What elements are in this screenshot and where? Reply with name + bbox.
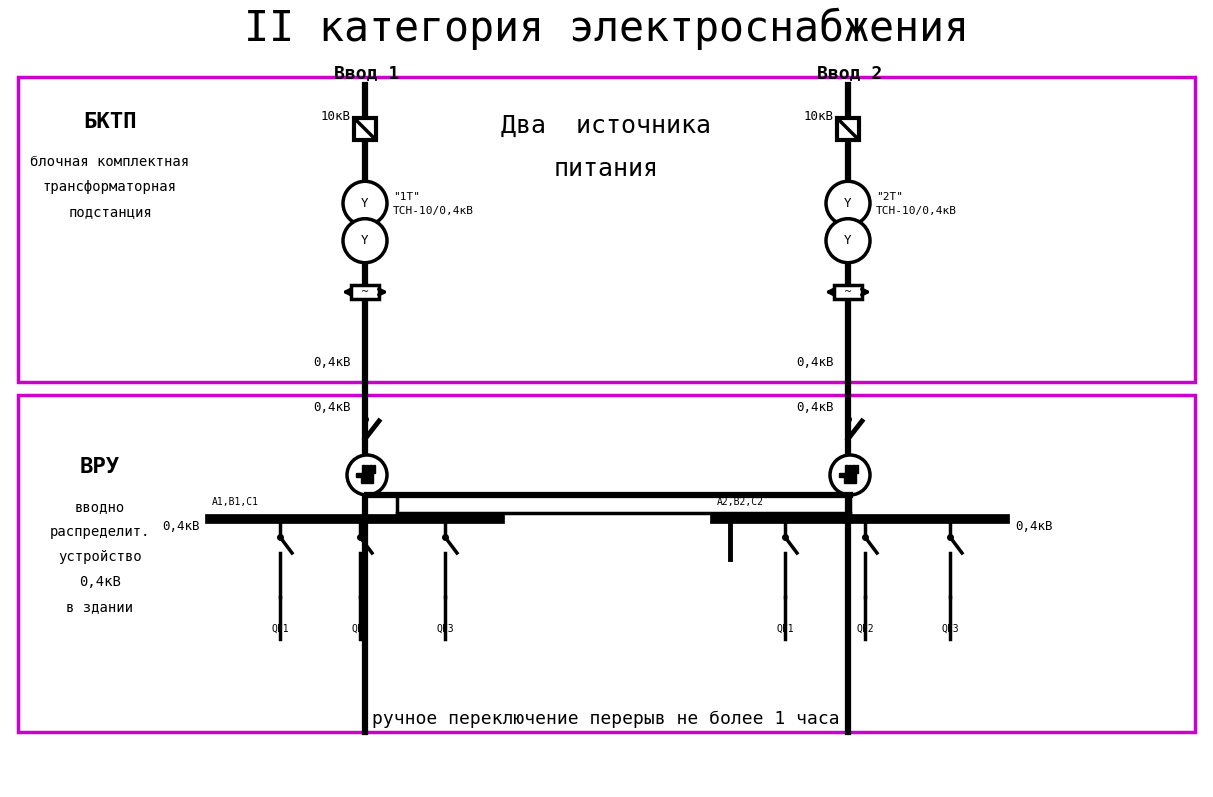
- Bar: [839, 473, 844, 477]
- Text: Y: Y: [844, 197, 852, 210]
- Circle shape: [830, 455, 870, 495]
- Circle shape: [343, 181, 387, 226]
- Text: QF1: QF1: [776, 624, 793, 634]
- Text: 0,4кВ: 0,4кВ: [1015, 520, 1053, 533]
- Bar: [837, 118, 859, 140]
- Text: А2,В2,С2: А2,В2,С2: [717, 497, 764, 507]
- Circle shape: [347, 455, 387, 495]
- Bar: [835, 285, 862, 299]
- Text: ~: ~: [844, 287, 852, 297]
- Bar: [844, 473, 856, 483]
- Text: "1Т"
ТСН-10/0,4кВ: "1Т" ТСН-10/0,4кВ: [393, 191, 474, 217]
- Text: Ввод 1: Ввод 1: [335, 64, 399, 82]
- Text: Y: Y: [361, 197, 369, 210]
- Bar: [365, 465, 368, 473]
- Bar: [361, 465, 364, 473]
- Bar: [855, 465, 858, 473]
- Text: Y: Y: [361, 234, 369, 247]
- Text: 10кВ: 10кВ: [321, 109, 351, 123]
- Text: "2Т"
ТСН-10/0,4кВ: "2Т" ТСН-10/0,4кВ: [876, 191, 957, 217]
- Bar: [849, 465, 852, 473]
- Text: QF2: QF2: [856, 624, 873, 634]
- Text: Ввод 2: Ввод 2: [818, 64, 883, 82]
- Text: вводно
распределит.
устройство
0,4кВ
в здании: вводно распределит. устройство 0,4кВ в з…: [50, 500, 150, 614]
- Bar: [845, 465, 848, 473]
- Bar: [354, 118, 376, 140]
- Text: Y: Y: [844, 234, 852, 247]
- Text: ~: ~: [361, 287, 369, 297]
- Bar: [18, 77, 1195, 382]
- Text: ручное переключение перерыв не более 1 часа: ручное переключение перерыв не более 1 ч…: [372, 710, 839, 728]
- Bar: [369, 465, 371, 473]
- Bar: [372, 465, 375, 473]
- Text: QF3: QF3: [437, 624, 454, 634]
- Circle shape: [826, 218, 870, 263]
- Bar: [351, 285, 378, 299]
- Text: 0,4кВ: 0,4кВ: [797, 401, 835, 414]
- Text: QF2: QF2: [352, 624, 369, 634]
- Bar: [361, 473, 374, 483]
- Text: ВРУ: ВРУ: [80, 457, 120, 477]
- Text: 10кВ: 10кВ: [804, 109, 835, 123]
- Bar: [852, 465, 854, 473]
- Text: II категория электроснабжения: II категория электроснабжения: [244, 8, 968, 50]
- Text: БКТП: БКТП: [84, 112, 137, 132]
- Text: 0,4кВ: 0,4кВ: [163, 520, 200, 533]
- Circle shape: [343, 218, 387, 263]
- Bar: [18, 395, 1195, 732]
- Text: QF1: QF1: [272, 624, 289, 634]
- Text: блочная комплектная
трансформаторная
подстанция: блочная комплектная трансформаторная под…: [30, 155, 189, 219]
- Text: 0,4кВ: 0,4кВ: [797, 355, 835, 368]
- Circle shape: [826, 181, 870, 226]
- Text: А1,В1,С1: А1,В1,С1: [212, 497, 260, 507]
- Bar: [355, 473, 361, 477]
- Text: QF3: QF3: [941, 624, 958, 634]
- Text: Два  источника
питания: Два источника питания: [501, 113, 711, 180]
- Text: 0,4кВ: 0,4кВ: [313, 401, 351, 414]
- Text: 0,4кВ: 0,4кВ: [313, 355, 351, 368]
